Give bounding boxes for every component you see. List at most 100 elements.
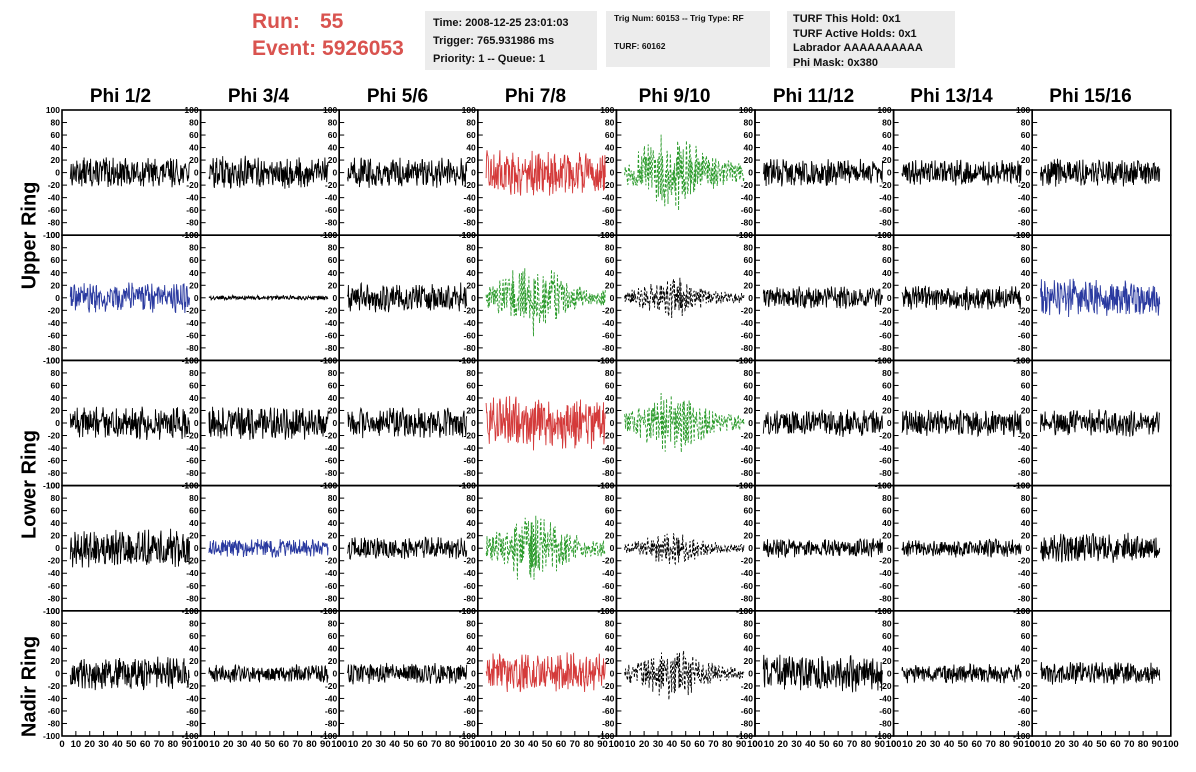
y-tick-label: -60: [1018, 581, 1031, 591]
y-tick-label: 0: [748, 293, 753, 303]
y-tick-label: -60: [186, 581, 199, 591]
y-tick-label: -60: [186, 456, 199, 466]
y-tick-label: 80: [328, 618, 338, 628]
y-tick-label: 60: [51, 130, 61, 140]
y-tick-label: -100: [182, 355, 199, 365]
y-tick-label: 0: [887, 418, 892, 428]
y-tick-label: 0: [471, 668, 476, 678]
x-tick-label: 70: [985, 739, 996, 750]
x-tick-label: 70: [292, 739, 303, 750]
y-tick-label: -20: [48, 180, 61, 190]
y-tick-label: -80: [325, 468, 338, 478]
y-tick-label: 20: [466, 656, 476, 666]
y-tick-label: 60: [51, 631, 61, 641]
waveform-line: [762, 409, 883, 438]
x-tick-label: 50: [819, 739, 830, 750]
waveform-line: [624, 533, 745, 566]
y-tick-label: 60: [189, 255, 199, 265]
y-tick-label: 40: [328, 643, 338, 653]
y-tick-label: -40: [741, 693, 754, 703]
x-tick-label: 80: [1138, 739, 1149, 750]
y-tick-label: 20: [605, 280, 615, 290]
y-tick-label: 20: [744, 155, 754, 165]
y-tick-label: 0: [748, 668, 753, 678]
y-tick-label: -100: [182, 606, 199, 616]
y-tick-label: 100: [184, 481, 198, 491]
waveform-line: [208, 539, 329, 558]
y-tick-label: -80: [186, 343, 199, 353]
y-tick-label: 80: [882, 368, 892, 378]
x-tick-label: 10: [902, 739, 913, 750]
y-tick-label: -80: [48, 718, 61, 728]
y-tick-label: 0: [610, 668, 615, 678]
y-tick-label: -60: [464, 456, 477, 466]
y-tick-label: 80: [189, 368, 199, 378]
y-tick-label: -40: [1018, 318, 1031, 328]
y-tick-label: -40: [48, 193, 61, 203]
y-tick-label: -80: [1018, 718, 1031, 728]
y-tick-label: -60: [1018, 706, 1031, 716]
y-tick-label: 80: [882, 493, 892, 503]
x-tick-label: 10: [486, 739, 497, 750]
y-tick-label: 80: [744, 368, 754, 378]
y-tick-label: 40: [189, 143, 199, 153]
x-tick-label: 10: [209, 739, 220, 750]
y-tick-label: 60: [605, 380, 615, 390]
x-tick-label: 60: [694, 739, 705, 750]
waveform-line: [624, 392, 745, 453]
y-tick-label: 80: [51, 493, 61, 503]
y-tick-label: -40: [186, 318, 199, 328]
y-tick-label: -100: [182, 230, 199, 240]
y-tick-label: 80: [744, 118, 754, 128]
y-tick-label: -80: [879, 593, 892, 603]
y-tick-label: -80: [186, 468, 199, 478]
y-tick-label: 80: [1021, 243, 1031, 253]
x-tick-label: 30: [98, 739, 109, 750]
y-tick-label: 40: [51, 643, 61, 653]
event-label: Event:: [252, 37, 317, 60]
y-tick-label: 60: [189, 506, 199, 516]
y-tick-label: 100: [877, 230, 891, 240]
phi-label-11-12: Phi 11/12: [772, 86, 855, 107]
x-tick-label: 100: [193, 739, 209, 750]
y-tick-label: -40: [879, 443, 892, 453]
y-tick-label: -80: [48, 468, 61, 478]
phi-mask-text: Phi Mask: 0x380: [793, 56, 878, 69]
y-tick-label: -40: [464, 443, 477, 453]
y-tick-label: 20: [882, 405, 892, 415]
y-tick-label: -60: [464, 706, 477, 716]
y-tick-label: 0: [471, 543, 476, 553]
event-value: 5926053: [322, 37, 404, 60]
waveform-line: [762, 286, 883, 309]
y-tick-label: 80: [744, 493, 754, 503]
y-tick-label: 20: [328, 656, 338, 666]
x-tick-label: 80: [168, 739, 179, 750]
y-tick-label: 100: [1016, 230, 1030, 240]
turf-num-text: TURF: 60162: [614, 41, 666, 51]
y-tick-label: -80: [1018, 593, 1031, 603]
y-tick-label: 0: [471, 418, 476, 428]
phi-label-9-10: Phi 9/10: [638, 86, 711, 107]
waveform-line: [901, 662, 1022, 684]
x-tick-label: 100: [747, 739, 763, 750]
x-tick-label: 70: [431, 739, 442, 750]
y-tick-label: -20: [741, 431, 754, 441]
y-tick-label: 40: [882, 143, 892, 153]
y-tick-label: 100: [462, 355, 476, 365]
x-tick-label: 50: [403, 739, 414, 750]
y-tick-label: -40: [741, 318, 754, 328]
y-tick-label: -60: [186, 706, 199, 716]
y-tick-label: -80: [741, 468, 754, 478]
y-tick-label: 60: [466, 255, 476, 265]
time-text: Time: 2008-12-25 23:01:03: [433, 17, 569, 29]
y-tick-label: 60: [189, 380, 199, 390]
x-tick-label: 70: [847, 739, 858, 750]
y-tick-label: 100: [46, 606, 60, 616]
y-tick-label: -20: [1018, 681, 1031, 691]
x-tick-label: 30: [375, 739, 386, 750]
y-tick-label: 80: [51, 618, 61, 628]
x-tick-label: 10: [71, 739, 82, 750]
y-tick-label: -80: [186, 593, 199, 603]
y-tick-label: -80: [464, 343, 477, 353]
y-tick-label: 100: [323, 230, 337, 240]
